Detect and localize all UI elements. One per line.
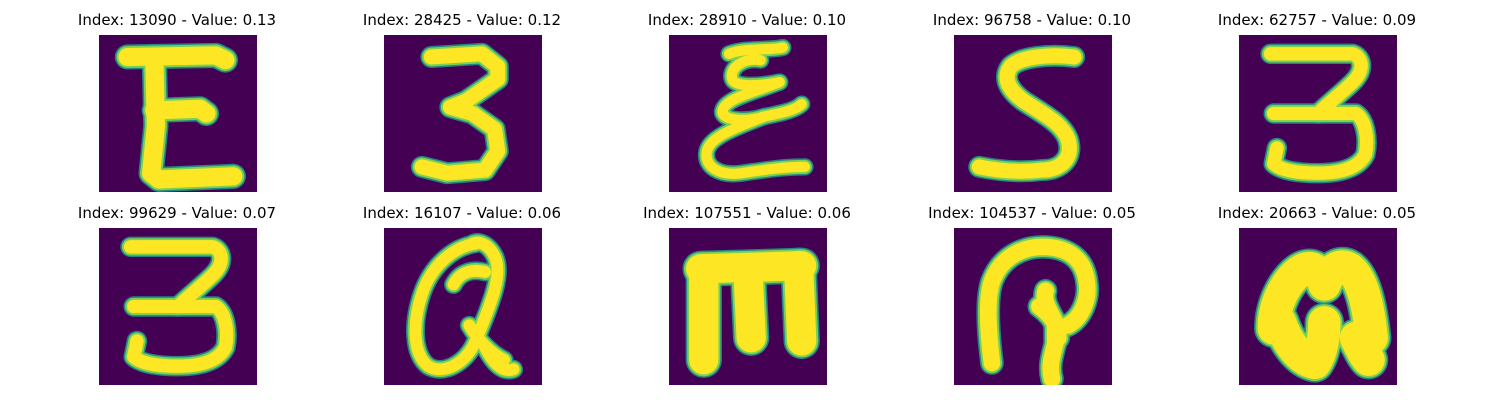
image-panel: Index: 16107 - Value: 0.06 [312,193,612,388]
glyph-stroke [118,46,235,70]
glyph-image [384,35,542,192]
panel-title: Index: 107551 - Value: 0.06 [643,204,851,222]
glyph-stroke [1339,321,1385,376]
glyph-stroke [409,236,504,376]
glyph-image [99,228,257,385]
glyph-strokes [697,38,814,183]
glyph-image [954,228,1112,385]
panel-title: Index: 20663 - Value: 0.05 [1217,204,1417,222]
glyph-stroke [127,299,234,373]
glyph-stroke [1263,47,1368,121]
glyph-stroke [733,257,766,353]
panel-title: Index: 28910 - Value: 0.10 [647,11,847,29]
glyph-stroke [447,264,492,291]
glyph-stroke [479,341,520,376]
panel-title: Index: 16107 - Value: 0.06 [362,204,562,222]
glyph-image [99,35,257,192]
glyph-image [669,228,827,385]
image-panel: Index: 20663 - Value: 0.05 [1167,193,1467,388]
glyph-strokes [1260,43,1377,184]
glyph-strokes [976,235,1100,385]
glyph-stroke [971,48,1082,179]
glyph-image [384,228,542,385]
image-panel: Index: 107551 - Value: 0.06 [597,193,897,388]
glyph-strokes [1254,246,1392,383]
panel-title: Index: 62757 - Value: 0.09 [1217,11,1417,29]
glyph-strokes [682,247,820,378]
image-panel: Index: 62757 - Value: 0.09 [1167,0,1467,195]
panel-title: Index: 104537 - Value: 0.05 [928,204,1136,222]
glyph-image [669,35,827,192]
glyph-image [1239,35,1397,192]
image-panel: Index: 96758 - Value: 0.10 [882,0,1182,195]
glyph-strokes [410,42,509,185]
glyph-stroke [1031,298,1067,347]
glyph-stroke [414,46,506,181]
glyph-image [954,35,1112,192]
glyph-stroke [783,251,817,356]
image-panel: Index: 28425 - Value: 0.12 [312,0,612,195]
glyph-strokes [406,233,524,380]
glyph-strokes [120,236,237,377]
image-panel: Index: 99629 - Value: 0.07 [27,193,327,388]
image-panel: Index: 104537 - Value: 0.05 [882,193,1182,388]
panel-title: Index: 96758 - Value: 0.10 [932,11,1132,29]
glyph-stroke [717,76,807,125]
image-panel: Index: 28910 - Value: 0.10 [597,0,897,195]
image-panel: Index: 13090 - Value: 0.13 [27,0,327,195]
glyph-stroke [979,238,1096,372]
panel-title: Index: 13090 - Value: 0.13 [77,11,277,29]
glyph-stroke [123,240,228,314]
glyph-image [1239,228,1397,385]
glyph-stroke [1263,306,1341,380]
glyph-strokes [114,42,246,192]
glyph-stroke [701,111,811,179]
glyph-strokes [968,44,1086,183]
glyph-stroke [1267,106,1374,180]
panel-title: Index: 28425 - Value: 0.12 [362,11,562,29]
glyph-stroke [145,99,216,123]
glyph-stroke [1257,250,1388,354]
panel-title: Index: 99629 - Value: 0.07 [77,204,277,222]
